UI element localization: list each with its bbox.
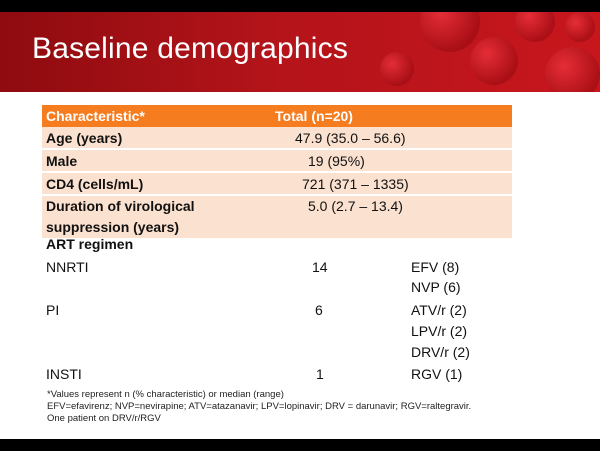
row-label: CD4 (cells/mL) [42,172,240,196]
footnote-line: *Values represent n (% characteristic) o… [47,389,284,400]
nnrti-drug: EFV (8) [411,259,460,275]
footnote-line: One patient on DRV/r/RGV [47,413,161,424]
row-value: 47.9 (35.0 – 56.6) [240,127,512,150]
title-banner: Baseline demographics [0,12,600,92]
nnrti-count: 14 [312,259,328,275]
demographics-table: Characteristic* Total (n=20) Age (years)… [42,105,512,238]
insti-count: 1 [316,366,324,382]
row-value: 19 (95%) [240,149,512,173]
nnrti-label: NNRTI [46,259,89,275]
art-regimen-heading: ART regimen [46,236,134,252]
row-value: 721 (371 – 1335) [240,172,512,196]
table-header-row: Characteristic* Total (n=20) [42,105,512,127]
footnote-line: EFV=efavirenz; NVP=nevirapine; ATV=ataza… [47,401,472,412]
header-total: Total (n=20) [240,105,388,127]
header-characteristic: Characteristic* [42,105,240,127]
table-row: Male 19 (95%) [42,149,512,173]
pi-count: 6 [315,302,323,318]
row-label: Age (years) [42,127,240,150]
insti-drug: RGV (1) [411,366,463,382]
slide-title: Baseline demographics [32,32,349,65]
row-label-line1: Duration of virological [46,198,195,214]
slide: Baseline demographics Characteristic* To… [0,12,600,439]
pi-drug: LPV/r (2) [411,323,468,339]
pi-drug: DRV/r (2) [411,344,470,360]
header-empty [388,105,512,127]
pi-label: PI [46,302,60,318]
row-value-text: 5.0 (2.7 – 13.4) [308,198,403,214]
table-row: CD4 (cells/mL) 721 (371 – 1335) [42,172,512,196]
row-label: Male [42,149,240,173]
nnrti-drug: NVP (6) [411,279,461,295]
footnotes: *Values represent n (% characteristic) o… [47,389,471,425]
insti-label: INSTI [46,366,82,382]
row-label-line2: suppression (years) [46,219,180,235]
pi-drug: ATV/r (2) [411,302,467,318]
table-row: Age (years) 47.9 (35.0 – 56.6) [42,127,512,150]
row-label: Duration of virological suppression (yea… [42,195,240,238]
row-value: 5.0 (2.7 – 13.4) [240,195,512,238]
table-row: Duration of virological suppression (yea… [42,195,512,238]
